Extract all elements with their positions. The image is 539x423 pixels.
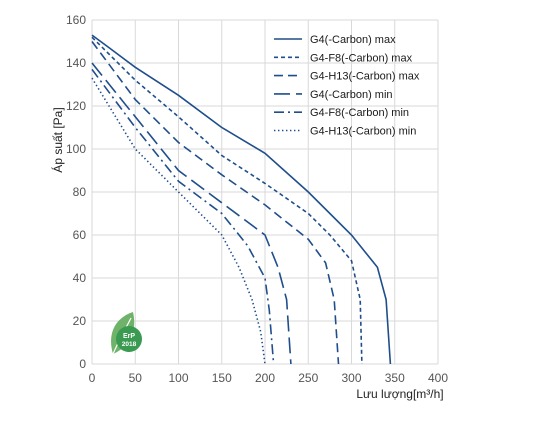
x-tick-label: 350: [385, 371, 405, 385]
erp-2018-badge: ErP 2018: [111, 312, 142, 355]
y-tick-label: 80: [73, 185, 87, 199]
erp-year: 2018: [122, 341, 137, 348]
x-axis-label: Lưu lượng[m³/h]: [356, 387, 443, 401]
legend-entry-1: G4(-Carbon) max: [310, 34, 396, 46]
series-line-2: [91, 36, 363, 365]
axes: 0 50 100 150 200 250 300 350 400 0 20 40 60 80 100 120 1…: [66, 13, 448, 385]
erp-seal-icon: [116, 326, 142, 352]
x-tick-label: 300: [341, 371, 361, 385]
x-tick-label: 200: [255, 371, 275, 385]
y-axis-label: Áp suất [Pa]: [50, 107, 65, 172]
series-lines: [91, 34, 392, 365]
erp-label: ErP: [123, 333, 135, 340]
y-tick-label: 100: [66, 142, 86, 156]
x-tick-label: 0: [89, 371, 96, 385]
legend: G4(-Carbon) max G4-F8(-Carbon) max G4-H13(…: [274, 34, 420, 138]
x-tick-label: 100: [168, 371, 188, 385]
series-line-4: [91, 62, 292, 365]
x-tick-label: 50: [129, 371, 143, 385]
legend-entry-5: G4-F8(-Carbon) min: [310, 107, 409, 119]
x-tick-label: 150: [212, 371, 232, 385]
series-line-3: [91, 41, 340, 365]
legend-entry-4: G4(-Carbon) min: [310, 89, 393, 101]
series-line-5: [91, 68, 275, 365]
y-tick-label: 0: [79, 357, 86, 371]
legend-entry-3: G4-H13(-Carbon) max: [310, 71, 420, 83]
y-tick-label: 20: [73, 314, 87, 328]
y-tick-label: 160: [66, 13, 86, 27]
x-tick-label: 250: [298, 371, 318, 385]
y-tick-label: 40: [73, 271, 87, 285]
x-tick-label: 400: [428, 371, 448, 385]
y-tick-label: 120: [66, 99, 86, 113]
series-line-6: [91, 77, 266, 365]
series-line-1: [91, 34, 392, 365]
y-tick-label: 140: [66, 56, 86, 70]
legend-entry-6: G4-H13(-Carbon) min: [310, 126, 416, 138]
y-tick-label: 60: [73, 228, 87, 242]
legend-entry-2: G4-F8(-Carbon) max: [310, 52, 413, 64]
